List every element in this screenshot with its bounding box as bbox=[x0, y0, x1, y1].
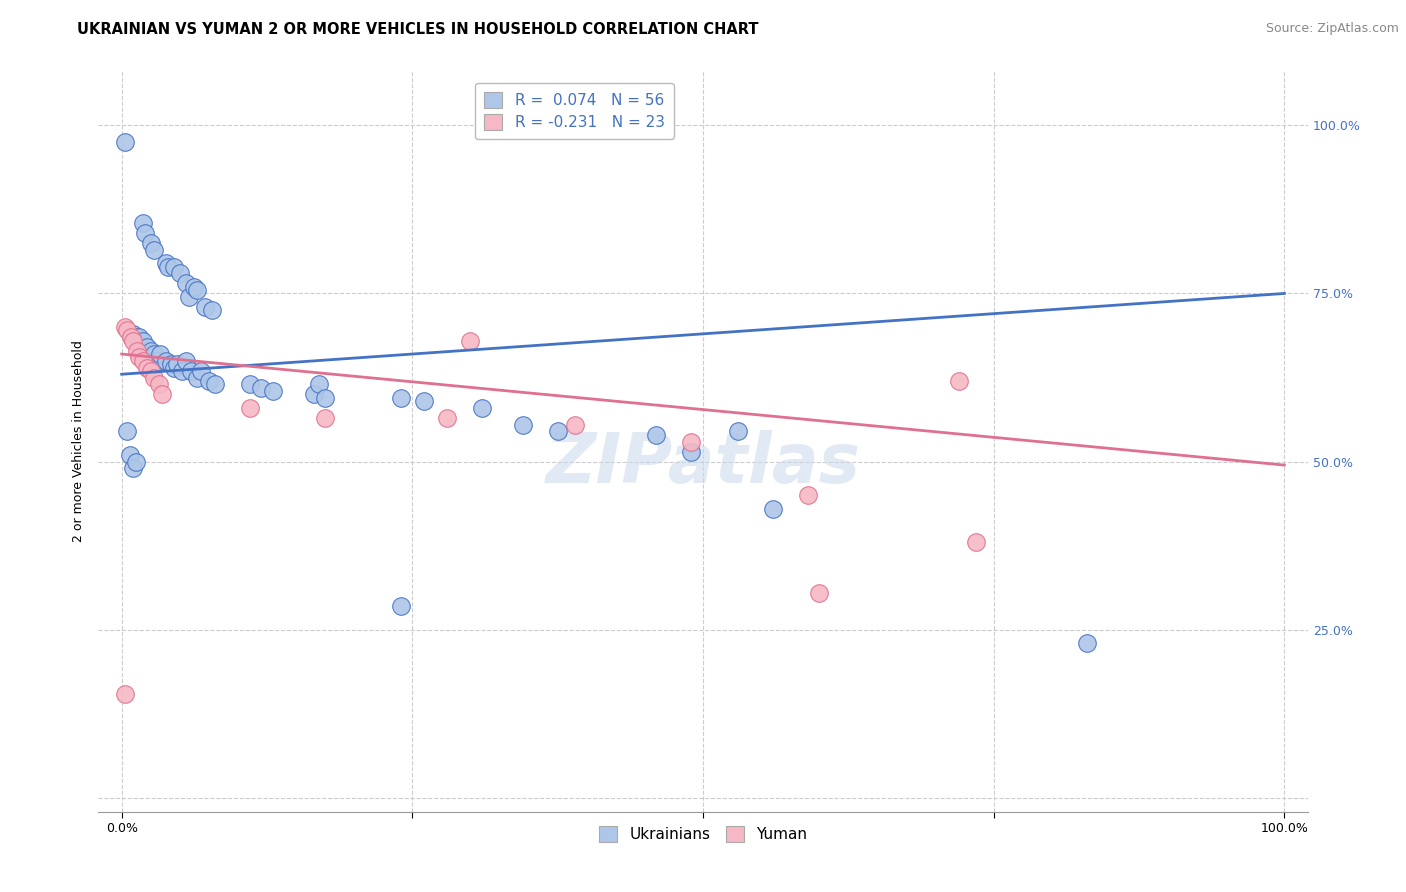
Point bbox=[808, 586, 831, 600]
Point bbox=[250, 381, 273, 395]
Point bbox=[169, 266, 191, 280]
Point bbox=[125, 343, 148, 358]
Text: Source: ZipAtlas.com: Source: ZipAtlas.com bbox=[1265, 22, 1399, 36]
Point bbox=[172, 364, 194, 378]
Point bbox=[198, 374, 221, 388]
Point bbox=[389, 599, 412, 614]
Point bbox=[436, 411, 458, 425]
Point bbox=[155, 256, 177, 270]
Point bbox=[114, 687, 136, 701]
Point bbox=[122, 334, 145, 348]
Point bbox=[124, 330, 146, 344]
Point bbox=[114, 320, 136, 334]
Point bbox=[120, 330, 142, 344]
Point bbox=[460, 334, 482, 348]
Point bbox=[239, 377, 262, 392]
Point bbox=[139, 364, 162, 378]
Point bbox=[239, 401, 262, 415]
Point bbox=[117, 425, 139, 439]
Point bbox=[179, 290, 201, 304]
Point bbox=[174, 353, 197, 368]
Point bbox=[143, 243, 166, 257]
Point bbox=[136, 360, 159, 375]
Point bbox=[118, 448, 141, 462]
Point bbox=[155, 353, 177, 368]
Point bbox=[163, 260, 186, 274]
Point bbox=[762, 501, 785, 516]
Point bbox=[131, 353, 153, 368]
Point bbox=[122, 461, 145, 475]
Point bbox=[796, 488, 818, 502]
Point bbox=[948, 374, 970, 388]
Point bbox=[136, 340, 159, 354]
Point bbox=[122, 326, 145, 341]
Point bbox=[114, 135, 136, 149]
Point bbox=[131, 334, 153, 348]
Y-axis label: 2 or more Vehicles in Household: 2 or more Vehicles in Household bbox=[72, 341, 86, 542]
Point bbox=[389, 391, 412, 405]
Point bbox=[547, 425, 569, 439]
Point bbox=[262, 384, 284, 398]
Point bbox=[150, 387, 173, 401]
Point bbox=[186, 370, 208, 384]
Point bbox=[314, 411, 336, 425]
Text: ZIPatlas: ZIPatlas bbox=[546, 430, 860, 497]
Point bbox=[128, 351, 150, 365]
Point bbox=[186, 283, 208, 297]
Point bbox=[180, 364, 202, 378]
Point bbox=[143, 370, 166, 384]
Point bbox=[308, 377, 330, 392]
Point bbox=[965, 535, 987, 549]
Point bbox=[143, 347, 166, 361]
Point bbox=[134, 226, 156, 240]
Point bbox=[131, 216, 153, 230]
Point bbox=[139, 343, 162, 358]
Point bbox=[128, 330, 150, 344]
Point bbox=[201, 303, 224, 318]
Point bbox=[183, 279, 205, 293]
Point bbox=[1076, 636, 1098, 650]
Point bbox=[564, 417, 586, 432]
Point bbox=[512, 417, 534, 432]
Text: UKRAINIAN VS YUMAN 2 OR MORE VEHICLES IN HOUSEHOLD CORRELATION CHART: UKRAINIAN VS YUMAN 2 OR MORE VEHICLES IN… bbox=[77, 22, 759, 37]
Point bbox=[157, 260, 180, 274]
Point bbox=[149, 347, 172, 361]
Point bbox=[681, 444, 703, 458]
Point bbox=[159, 357, 181, 371]
Point bbox=[204, 377, 226, 392]
Point bbox=[166, 357, 188, 371]
Point bbox=[124, 455, 146, 469]
Point bbox=[145, 353, 167, 368]
Point bbox=[314, 391, 336, 405]
Point bbox=[139, 235, 162, 250]
Point bbox=[413, 394, 436, 409]
Point bbox=[117, 324, 139, 338]
Point bbox=[645, 427, 668, 442]
Point bbox=[190, 364, 212, 378]
Point bbox=[471, 401, 494, 415]
Point bbox=[302, 387, 325, 401]
Legend: Ukrainians, Yuman: Ukrainians, Yuman bbox=[593, 821, 813, 848]
Point bbox=[681, 434, 703, 449]
Point bbox=[148, 377, 170, 392]
Point bbox=[163, 360, 186, 375]
Point bbox=[174, 277, 197, 291]
Point bbox=[727, 425, 749, 439]
Point bbox=[194, 300, 217, 314]
